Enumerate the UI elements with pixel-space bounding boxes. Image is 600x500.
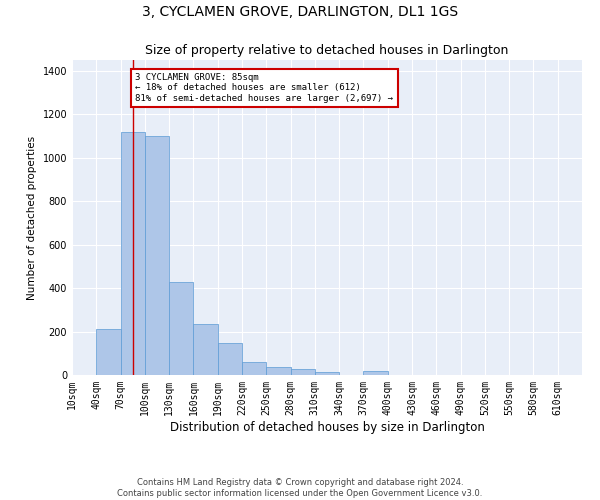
- Bar: [242, 362, 266, 375]
- Bar: [193, 324, 218, 375]
- Bar: [121, 132, 145, 375]
- Bar: [290, 369, 315, 375]
- Text: 3, CYCLAMEN GROVE, DARLINGTON, DL1 1GS: 3, CYCLAMEN GROVE, DARLINGTON, DL1 1GS: [142, 5, 458, 19]
- Bar: [218, 343, 242, 375]
- X-axis label: Distribution of detached houses by size in Darlington: Distribution of detached houses by size …: [170, 420, 484, 434]
- Bar: [96, 330, 121, 375]
- Bar: [315, 372, 339, 375]
- Bar: [364, 372, 388, 375]
- Bar: [145, 136, 169, 375]
- Bar: [169, 282, 193, 375]
- Text: 3 CYCLAMEN GROVE: 85sqm
← 18% of detached houses are smaller (612)
81% of semi-d: 3 CYCLAMEN GROVE: 85sqm ← 18% of detache…: [135, 73, 393, 103]
- Title: Size of property relative to detached houses in Darlington: Size of property relative to detached ho…: [145, 44, 509, 58]
- Bar: [266, 366, 290, 375]
- Y-axis label: Number of detached properties: Number of detached properties: [27, 136, 37, 300]
- Text: Contains HM Land Registry data © Crown copyright and database right 2024.
Contai: Contains HM Land Registry data © Crown c…: [118, 478, 482, 498]
